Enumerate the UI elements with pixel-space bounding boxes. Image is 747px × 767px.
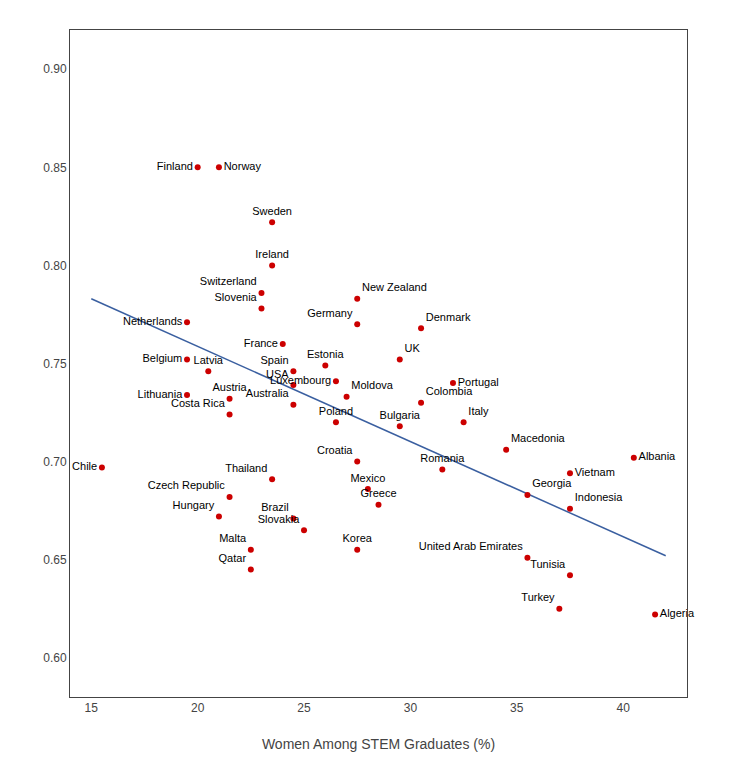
svg-text:Ireland: Ireland bbox=[255, 248, 289, 260]
svg-text:Estonia: Estonia bbox=[307, 348, 345, 360]
svg-text:Austria: Austria bbox=[212, 381, 247, 393]
svg-text:Denmark: Denmark bbox=[426, 311, 471, 323]
svg-text:Vietnam: Vietnam bbox=[575, 466, 615, 478]
svg-text:Bulgaria: Bulgaria bbox=[380, 409, 421, 421]
svg-text:Sweden: Sweden bbox=[252, 205, 292, 217]
svg-text:Moldova: Moldova bbox=[351, 379, 393, 391]
svg-text:Thailand: Thailand bbox=[225, 462, 267, 474]
svg-text:Women Among STEM Graduates (%): Women Among STEM Graduates (%) bbox=[262, 736, 495, 752]
svg-text:35: 35 bbox=[510, 701, 524, 715]
svg-text:Latvia: Latvia bbox=[194, 354, 224, 366]
svg-text:0.90: 0.90 bbox=[43, 62, 67, 76]
svg-text:Costa Rica: Costa Rica bbox=[171, 397, 226, 409]
svg-text:Romania: Romania bbox=[420, 452, 465, 464]
svg-text:Norway: Norway bbox=[224, 160, 262, 172]
svg-text:30: 30 bbox=[404, 701, 418, 715]
svg-text:40: 40 bbox=[616, 701, 630, 715]
svg-text:Netherlands: Netherlands bbox=[123, 315, 183, 327]
svg-text:Mexico: Mexico bbox=[350, 472, 385, 484]
svg-text:Portugal: Portugal bbox=[458, 376, 499, 388]
svg-text:Slovakia: Slovakia bbox=[258, 513, 300, 525]
svg-text:Colombia: Colombia bbox=[426, 385, 473, 397]
svg-text:Korea: Korea bbox=[343, 532, 373, 544]
svg-text:Brazil: Brazil bbox=[261, 501, 289, 513]
svg-text:25: 25 bbox=[297, 701, 311, 715]
svg-text:Finland: Finland bbox=[157, 160, 193, 172]
svg-text:Germany: Germany bbox=[307, 307, 353, 319]
svg-text:Croatia: Croatia bbox=[317, 444, 353, 456]
svg-text:Greece: Greece bbox=[360, 487, 396, 499]
svg-text:Luxembourg: Luxembourg bbox=[270, 374, 331, 386]
svg-text:Albania: Albania bbox=[639, 450, 677, 462]
svg-text:Macedonia: Macedonia bbox=[511, 432, 566, 444]
svg-text:Qatar: Qatar bbox=[219, 552, 247, 564]
svg-text:Switzerland: Switzerland bbox=[200, 275, 257, 287]
svg-text:0.60: 0.60 bbox=[43, 651, 67, 665]
svg-text:Spain: Spain bbox=[261, 354, 289, 366]
svg-text:Italy: Italy bbox=[468, 405, 489, 417]
svg-text:Hungary: Hungary bbox=[173, 499, 215, 511]
svg-text:Algeria: Algeria bbox=[660, 607, 695, 619]
svg-text:UK: UK bbox=[405, 342, 421, 354]
svg-text:15: 15 bbox=[85, 701, 99, 715]
svg-text:Indonesia: Indonesia bbox=[575, 491, 624, 503]
svg-text:Chile: Chile bbox=[72, 460, 97, 472]
svg-text:0.70: 0.70 bbox=[43, 455, 67, 469]
svg-text:Belgium: Belgium bbox=[143, 352, 183, 364]
svg-text:Tunisia: Tunisia bbox=[530, 558, 566, 570]
svg-text:0.85: 0.85 bbox=[43, 161, 67, 175]
svg-text:Georgia: Georgia bbox=[532, 477, 572, 489]
svg-text:Australia: Australia bbox=[246, 387, 290, 399]
svg-text:Lithuania: Lithuania bbox=[138, 388, 184, 400]
svg-text:0.75: 0.75 bbox=[43, 357, 67, 371]
svg-text:0.80: 0.80 bbox=[43, 259, 67, 273]
svg-text:Slovenia: Slovenia bbox=[215, 291, 258, 303]
svg-text:Malta: Malta bbox=[219, 532, 247, 544]
svg-text:Czech Republic: Czech Republic bbox=[148, 479, 226, 491]
svg-text:Turkey: Turkey bbox=[521, 591, 555, 603]
svg-text:USA: USA bbox=[266, 368, 289, 380]
svg-text:20: 20 bbox=[191, 701, 205, 715]
svg-text:New Zealand: New Zealand bbox=[362, 281, 427, 293]
svg-text:United Arab Emirates: United Arab Emirates bbox=[419, 540, 523, 552]
svg-text:France: France bbox=[244, 337, 278, 349]
svg-text:Poland: Poland bbox=[319, 405, 353, 417]
svg-text:0.65: 0.65 bbox=[43, 553, 67, 567]
